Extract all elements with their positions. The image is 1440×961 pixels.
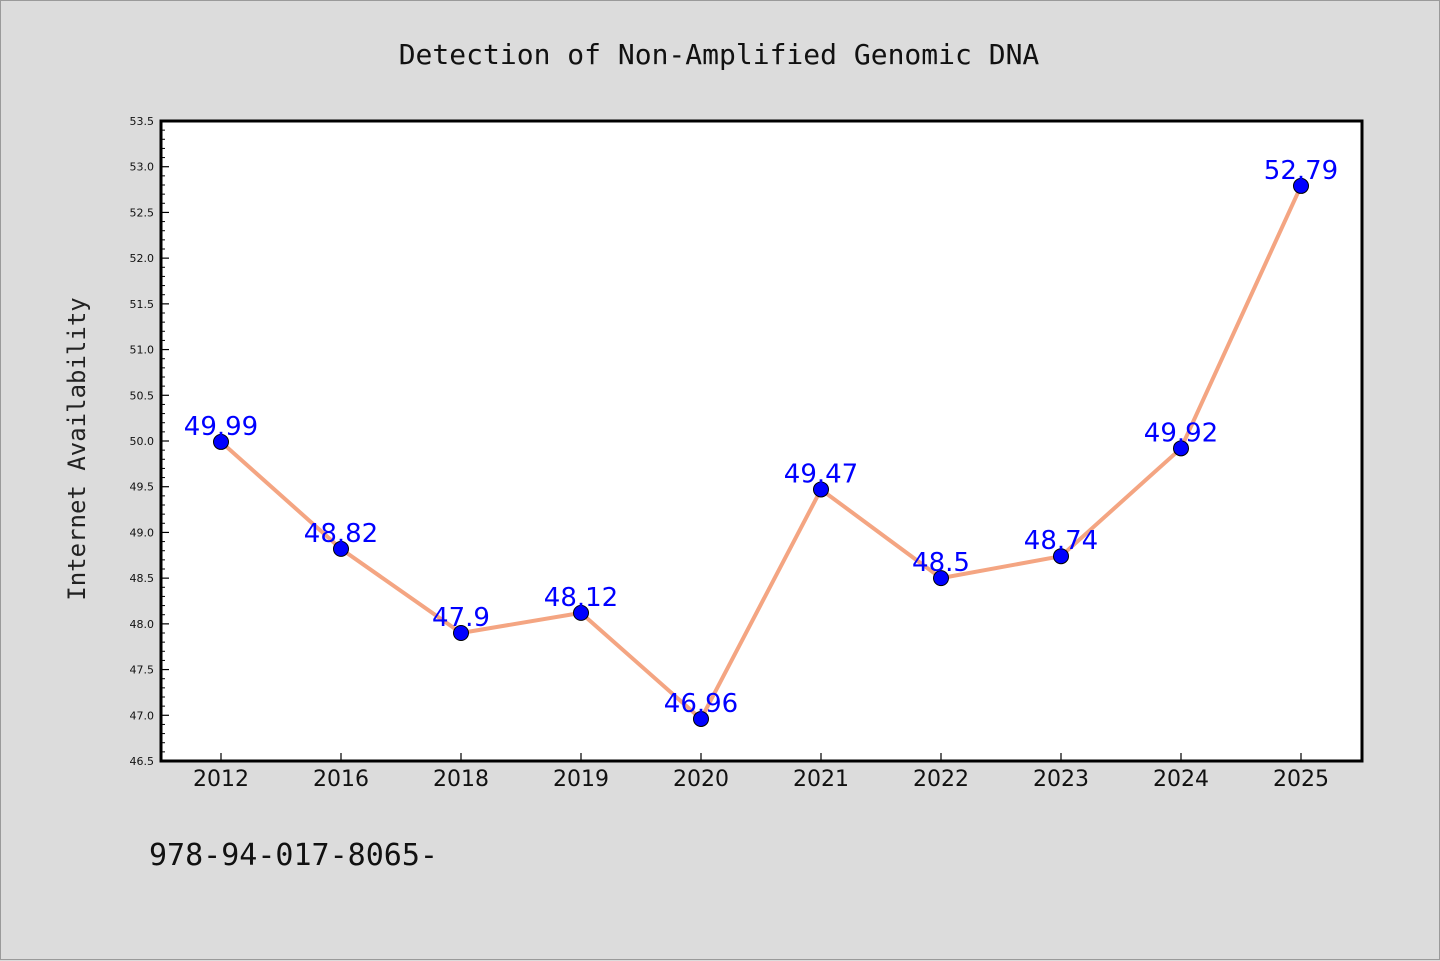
y-axis: 46.5 47.0 47.5 48.0 48.5 49.0 49.5 50.0 50.5 51.0…: [130, 115, 169, 768]
y-axis-label: Internet Availability: [63, 297, 91, 600]
x-axis: 2012 2016 2018 2019 2020 2021 2022 2023 2024 2025: [193, 753, 1329, 792]
y-tick-label: 47.0: [130, 709, 155, 722]
data-point: [573, 604, 589, 621]
data-point: [333, 540, 349, 557]
data-label: 49.99: [184, 412, 258, 442]
y-tick-label: 53.5: [130, 115, 155, 128]
x-tick-label: 2020: [673, 767, 729, 792]
y-tick-label: 46.5: [130, 755, 155, 768]
x-tick-label: 2021: [793, 767, 849, 792]
data-label: 49.47: [784, 459, 858, 489]
data-label: 48.82: [304, 519, 378, 549]
data-point: [813, 481, 829, 498]
data-label: 48.74: [1024, 526, 1098, 556]
data-point: [1293, 177, 1309, 194]
data-point: [693, 710, 709, 727]
x-tick-label: 2022: [913, 767, 969, 792]
plot-area: [161, 121, 1362, 761]
y-tick-label: 47.5: [130, 664, 155, 677]
x-tick-label: 2019: [553, 767, 609, 792]
y-tick-label: 51.0: [130, 344, 155, 357]
x-tick-label: 2018: [433, 767, 489, 792]
x-tick-label: 2025: [1273, 767, 1329, 792]
data-point: [213, 433, 229, 450]
data-label: 48.5: [912, 548, 970, 578]
data-point: [1053, 548, 1069, 565]
data-label: 52.79: [1264, 156, 1338, 186]
x-tick-label: 2016: [313, 767, 369, 792]
y-tick-label: 50.5: [130, 389, 155, 402]
y-tick-label: 51.5: [130, 298, 155, 311]
data-point: [453, 625, 469, 641]
y-tick-label: 50.0: [130, 435, 155, 448]
chart-title: Detection of Non-Amplified Genomic DNA: [399, 38, 1040, 71]
y-tick-label: 52.5: [130, 206, 155, 219]
y-tick-label: 48.5: [130, 572, 155, 585]
series-layer: 49.99 48.82 47.9 48.12 46.96 49.47 48.5 48.74 49…: [184, 156, 1338, 727]
data-point: [933, 570, 949, 587]
data-label: 46.96: [664, 689, 738, 719]
x-tick-label: 2012: [193, 767, 249, 792]
plot-frame: [159, 119, 1364, 763]
footer-isbn: 978-94-017-8065-: [149, 838, 438, 873]
y-tick-label: 52.0: [130, 252, 155, 265]
y-tick-label: 49.0: [130, 526, 155, 539]
data-point: [1173, 440, 1189, 457]
y-tick-label: 53.0: [130, 161, 155, 174]
x-tick-label: 2024: [1153, 767, 1209, 792]
data-label: 47.9: [432, 603, 490, 633]
data-label: 49.92: [1144, 418, 1218, 448]
y-tick-label: 48.0: [130, 618, 155, 631]
series-line: [219, 185, 1303, 721]
y-tick-label: 49.5: [130, 481, 155, 494]
data-label: 48.12: [544, 583, 618, 613]
x-tick-label: 2023: [1033, 767, 1089, 792]
